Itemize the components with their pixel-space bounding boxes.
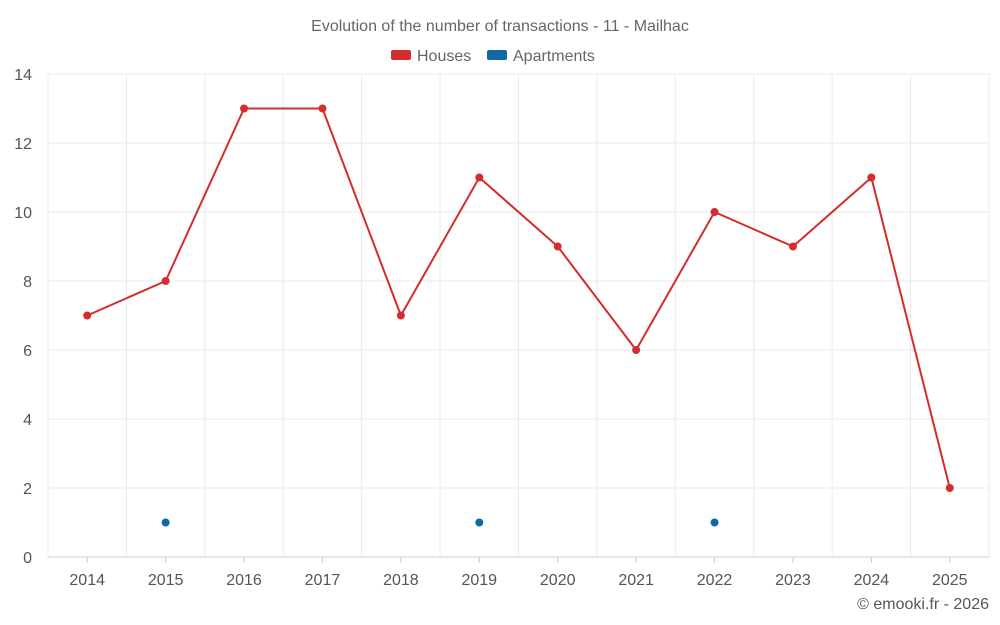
legend-swatch-apartments (487, 50, 507, 60)
data-point-apartments-2019[interactable] (475, 518, 484, 527)
data-point-houses-2017[interactable] (318, 104, 327, 113)
grid (47, 73, 990, 558)
legend-label-apartments: Apartments (513, 48, 595, 65)
y-tick-label: 12 (14, 136, 32, 153)
x-tick-label: 2022 (697, 572, 733, 589)
x-tick-label: 2019 (461, 572, 497, 589)
series-line-houses (86, 107, 951, 489)
data-point-houses-2019[interactable] (475, 173, 484, 182)
x-tick-label: 2024 (854, 572, 890, 589)
y-tick-label: 14 (14, 67, 32, 84)
legend-item-houses[interactable]: Houses (391, 48, 471, 65)
data-point-apartments-2022[interactable] (710, 518, 719, 527)
y-tick-label: 0 (23, 550, 32, 567)
x-tick-label: 2014 (69, 572, 105, 589)
x-tick-label: 2023 (775, 572, 811, 589)
legend-item-apartments[interactable]: Apartments (487, 48, 595, 65)
credit: © emooki.fr - 2026 (857, 596, 989, 613)
data-point-houses-2021[interactable] (632, 346, 641, 354)
legend: Houses Apartments (391, 48, 595, 65)
chart-title: Evolution of the number of transactions … (311, 18, 689, 35)
data-point-houses-2024[interactable] (867, 173, 876, 182)
x-tick-label: 2016 (226, 572, 262, 589)
x-tick-label: 2025 (932, 572, 968, 589)
x-tick-label: 2017 (305, 572, 341, 589)
y-tick-label: 6 (23, 343, 32, 360)
data-point-houses-2016[interactable] (240, 104, 249, 113)
data-point-houses-2015[interactable] (161, 277, 170, 285)
y-tick-label: 10 (14, 205, 32, 222)
data-point-houses-2023[interactable] (788, 242, 797, 251)
data-point-houses-2022[interactable] (710, 208, 719, 216)
data-point-apartments-2015[interactable] (161, 518, 170, 527)
x-tick-label: 2020 (540, 572, 576, 589)
x-tick-label: 2015 (148, 572, 184, 589)
series (83, 104, 954, 527)
data-point-houses-2014[interactable] (83, 311, 92, 320)
x-tick-label: 2018 (383, 572, 419, 589)
y-tick-label: 4 (23, 412, 32, 429)
x-axis-ticks: 2014 2015 2016 2017 2018 2019 2020 2021 2022 2023… (69, 557, 968, 589)
x-tick-label: 2021 (618, 572, 654, 589)
legend-label-houses: Houses (417, 48, 471, 65)
data-point-houses-2025[interactable] (945, 484, 954, 492)
data-point-houses-2018[interactable] (396, 311, 405, 320)
legend-swatch-houses (391, 50, 411, 60)
data-point-houses-2020[interactable] (553, 242, 562, 251)
y-tick-label: 2 (23, 481, 32, 498)
y-tick-label: 8 (23, 274, 32, 291)
y-axis-ticks: 0 2 4 6 8 10 12 14 (14, 67, 32, 567)
